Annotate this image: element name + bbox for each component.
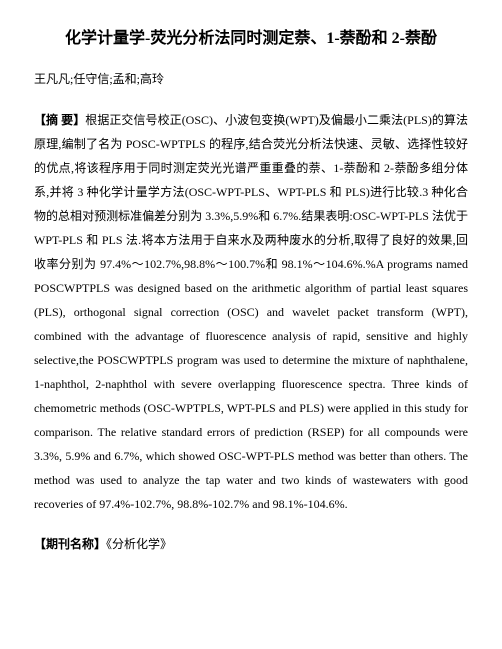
journal-label: 【期刊名称】 xyxy=(34,537,106,551)
document-title: 化学计量学-荧光分析法同时测定萘、1-萘酚和 2-萘酚 xyxy=(34,28,468,50)
journal-section: 【期刊名称】《分析化学》 xyxy=(34,534,468,556)
abstract-body: 根据正交信号校正(OSC)、小波包变换(WPT)及偏最小二乘法(PLS)的算法原… xyxy=(34,113,468,511)
authors-line: 王凡凡;任守信;孟和;高玲 xyxy=(34,70,468,89)
abstract-label: 【摘 要】 xyxy=(34,113,85,127)
abstract-section: 【摘 要】根据正交信号校正(OSC)、小波包变换(WPT)及偏最小二乘法(PLS… xyxy=(34,108,468,516)
journal-name: 《分析化学》 xyxy=(106,537,172,551)
